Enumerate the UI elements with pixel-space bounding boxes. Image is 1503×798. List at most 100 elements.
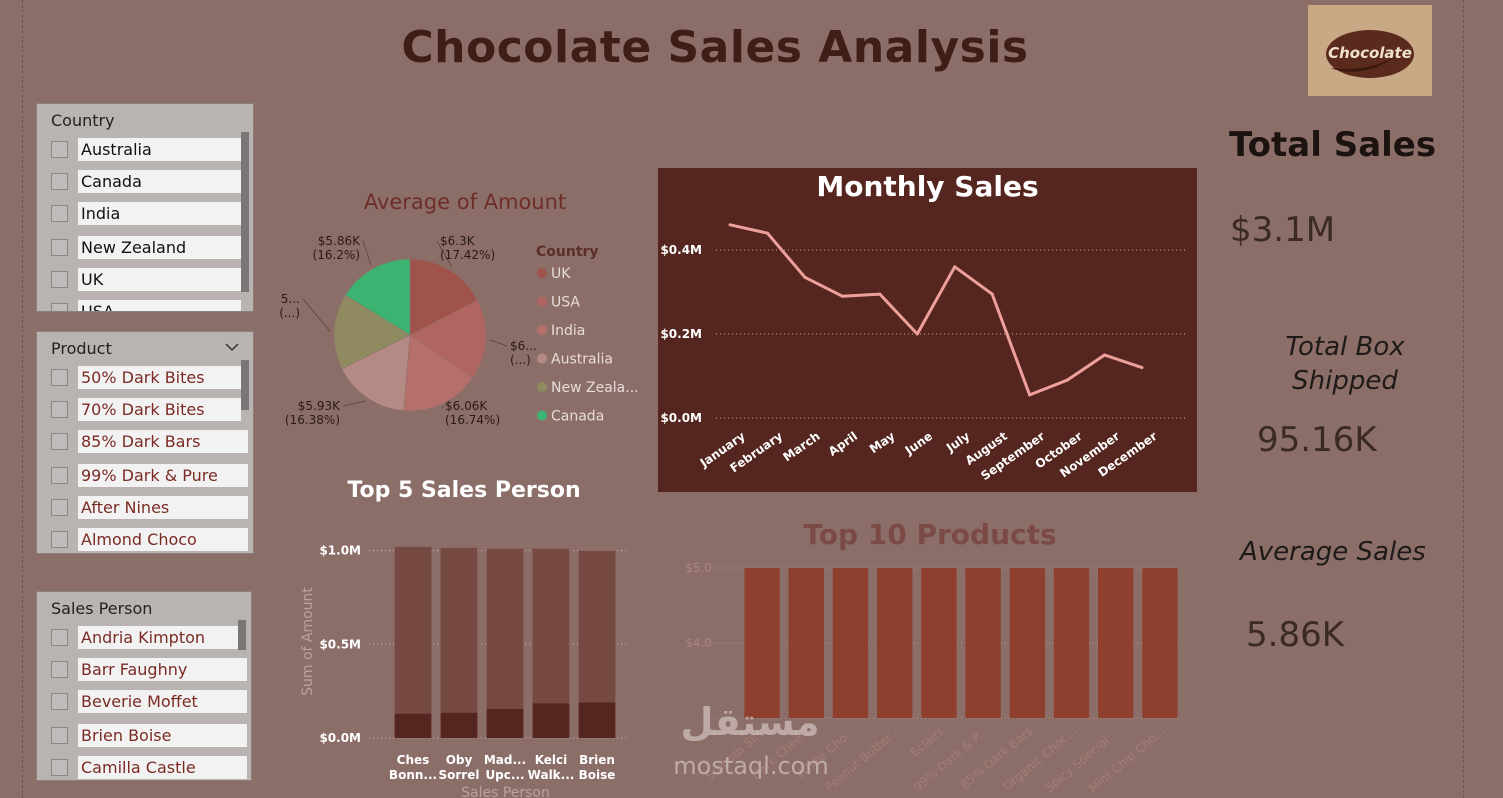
country-slicer-scrollbar[interactable] [241,132,249,292]
pie-pct-label: (16.2%) [313,248,360,262]
top5-bar-lower[interactable] [486,708,524,738]
top10-bar[interactable] [1142,568,1178,718]
checkbox[interactable] [51,758,68,776]
sales-person-item-beverie-moffet[interactable]: Beverie Moffet [51,689,247,713]
monthly-sales-line[interactable] [729,223,1143,397]
sales-person-slicer-scrollbar[interactable] [238,620,246,650]
monthly-sales-point[interactable] [990,292,994,296]
monthly-sales-point[interactable] [1103,353,1107,357]
checkbox[interactable] [51,498,68,516]
y-tick-label: $0.0M [319,731,361,745]
legend-label[interactable]: UK [551,266,571,282]
average-sales-label: Average Sales [1240,537,1426,567]
checkbox[interactable] [51,140,68,158]
sales-person-item-camilla-castle[interactable]: Camilla Castle [51,755,247,779]
top10-bar[interactable] [877,568,913,718]
pie-slice-india[interactable] [403,334,474,412]
checkbox[interactable] [51,692,68,710]
monthly-sales-point[interactable] [728,223,732,227]
monthly-sales-point[interactable] [803,275,807,279]
checkbox[interactable] [51,368,68,386]
checkbox[interactable] [51,204,68,222]
checkbox[interactable] [51,172,68,190]
top10-bar[interactable] [965,568,1001,718]
legend-label[interactable]: New Zeala... [551,380,639,396]
top10-bar[interactable] [921,568,957,718]
legend-label[interactable]: India [551,323,585,339]
country-item-canada[interactable]: Canada [51,169,241,193]
checkbox[interactable] [51,432,68,450]
checkbox[interactable] [51,530,68,548]
sales-person-slicer[interactable]: Sales Person Andria Kimpton Barr Faughny… [36,591,252,781]
top10-bar[interactable] [1009,568,1045,718]
top5-bar-upper[interactable] [532,548,570,704]
top10-bar[interactable] [832,568,869,718]
legend-label[interactable]: Australia [551,352,613,368]
top5-bar-lower[interactable] [532,703,570,738]
monthly-sales-point[interactable] [765,231,769,235]
country-item-new-zealand[interactable]: New Zealand [51,235,241,259]
checkbox[interactable] [51,302,68,311]
monthly-sales-point[interactable] [840,294,844,298]
x-tick-label: March [781,429,823,464]
product-item-85-dark-bars[interactable]: 85% Dark Bars [51,429,248,453]
pie-slice-usa[interactable] [409,299,487,379]
top5-bar-upper[interactable] [578,550,616,703]
country-item-india[interactable]: India [51,201,241,225]
checkbox[interactable] [51,660,68,678]
top5-bar-upper[interactable] [440,547,478,713]
country-slicer[interactable]: Country Australia Canada India New Zeala… [36,103,254,312]
legend-label[interactable]: USA [551,295,580,311]
country-item-usa[interactable]: USA [51,299,241,311]
chevron-down-icon[interactable] [225,342,239,352]
pie-slice-canada[interactable] [344,258,411,336]
product-slicer-scrollbar[interactable] [241,360,249,410]
country-item-uk[interactable]: UK [51,267,241,291]
checkbox[interactable] [51,400,68,418]
top5-bar-lower[interactable] [578,702,616,738]
sales-person-item-andria-kimpton[interactable]: Andria Kimpton [51,625,238,649]
monthly-sales-point[interactable] [915,332,919,336]
pie-slice-uk[interactable] [409,258,478,336]
top5-bar-upper[interactable] [394,546,432,714]
country-item-australia[interactable]: Australia [51,137,241,161]
pie-value-label: $6... [510,339,537,353]
monthly-sales-point[interactable] [1065,378,1069,382]
pie-value-label: $5... [280,292,300,306]
top5-bar-lower[interactable] [394,713,432,738]
product-slicer[interactable]: Product 50% Dark Bites 70% Dark Bites 85… [36,331,254,554]
checkbox[interactable] [51,238,68,256]
product-item-99-dark-pure[interactable]: 99% Dark & Pure [51,463,248,487]
top10-bar[interactable] [744,568,780,718]
top10-bar[interactable] [1053,568,1090,718]
pie-slice-new-zealand[interactable] [333,294,411,369]
product-item-after-nines[interactable]: After Nines [51,495,248,519]
sales-person-item-barr-faughny[interactable]: Barr Faughny [51,657,247,681]
pie-pct-label: (...) [510,353,531,367]
pie-slice-australia[interactable] [341,334,411,412]
top10-bar[interactable] [788,568,824,718]
product-item-50-dark-bites[interactable]: 50% Dark Bites [51,365,241,389]
top5-bar-upper[interactable] [486,548,524,709]
monthly-sales-point[interactable] [953,265,957,269]
monthly-sales-point[interactable] [1028,393,1032,397]
product-item-almond-choco[interactable]: Almond Choco [51,527,248,551]
checkbox[interactable] [51,726,68,744]
sales-person-item-brien-boise[interactable]: Brien Boise [51,723,247,747]
checkbox[interactable] [51,628,68,646]
x-tick-label: Walk... [528,768,575,782]
pie-chart[interactable]: $6.3K(17.42%)$6...(...)$6.06K(16.74%)$5.… [280,225,660,450]
monthly-sales-point[interactable] [878,292,882,296]
checkbox[interactable] [51,466,68,484]
top10-bar[interactable] [1098,568,1134,718]
top5-bar-lower[interactable] [440,712,478,738]
top5-title: Top 5 Sales Person [347,478,581,503]
checkbox[interactable] [51,270,68,288]
watermark-latin: mostaql.com [673,752,829,780]
monthly-sales-point[interactable] [1140,366,1144,370]
legend-label[interactable]: Canada [551,409,604,425]
product-item-70-dark-bites[interactable]: 70% Dark Bites [51,397,241,421]
